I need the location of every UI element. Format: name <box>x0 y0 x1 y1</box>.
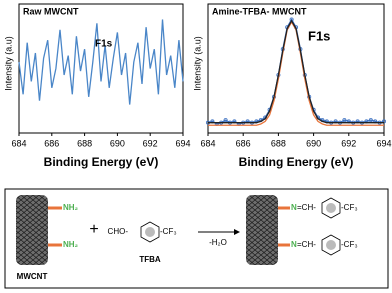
y-axis-label: Intensity (a.u) <box>192 36 202 91</box>
nanotube <box>16 195 48 265</box>
imine-link: =CH- <box>297 240 316 249</box>
scheme-box <box>4 188 389 289</box>
chart: 684 686 688 690 692 694 Binding Energy (eV) Int… <box>3 3 191 169</box>
x-tick-label: 694 <box>376 138 391 148</box>
amine: NH₂ <box>63 240 79 249</box>
arrowhead <box>234 229 240 235</box>
reagent-right: -CF₃ <box>160 227 177 236</box>
x-axis-label: Binding Energy (eV) <box>239 155 354 169</box>
x-tick-label: 684 <box>11 138 26 148</box>
benzene-ring <box>326 203 336 213</box>
x-tick-label: 686 <box>44 138 59 148</box>
benzene-ring <box>145 227 155 237</box>
plus: + <box>89 221 98 238</box>
reagent-label: TFBA <box>139 255 161 264</box>
reagent-left: CHO- <box>108 227 129 236</box>
x-tick-label: 688 <box>77 138 92 148</box>
x-tick-label: 684 <box>200 138 215 148</box>
product-right: -CF₃ <box>341 240 358 249</box>
chart-title: Raw MWCNT <box>23 6 79 16</box>
x-tick-label: 690 <box>110 138 125 148</box>
data-point <box>342 118 347 123</box>
plot-frame <box>18 3 184 134</box>
x-tick-label: 692 <box>341 138 356 148</box>
amine: NH₂ <box>63 203 79 212</box>
scheme: NH₂ NH₂ MWCNT + CHO- -CF₃ TFBA -H₂O N N … <box>4 188 389 289</box>
chart: 684 686 688 690 692 694 Binding Energy (eV) Int… <box>192 3 392 169</box>
arrow-label: -H₂O <box>209 238 227 247</box>
y-axis-label: Intensity (a.u) <box>3 36 13 91</box>
x-tick-label: 686 <box>236 138 251 148</box>
benzene <box>321 234 341 256</box>
benzene <box>140 221 160 243</box>
benzene-ring <box>326 240 336 250</box>
annotation: F1s <box>308 28 330 43</box>
x-tick-label: 692 <box>143 138 158 148</box>
data-point <box>368 118 373 123</box>
chart-title: Amine-TFBA- MWCNT <box>212 6 307 16</box>
imine-n: N <box>291 203 297 212</box>
nanotube <box>246 195 278 265</box>
imine-n: N <box>291 240 297 249</box>
data-point <box>223 118 228 123</box>
x-tick-label: 690 <box>306 138 321 148</box>
benzene <box>321 197 341 219</box>
x-axis-label: Binding Energy (eV) <box>44 155 159 169</box>
plot-frame <box>207 3 385 134</box>
annotation: F1s <box>95 39 113 50</box>
series-line <box>208 20 384 126</box>
imine-link: =CH- <box>297 203 316 212</box>
series-line <box>208 19 384 124</box>
x-tick-label: 688 <box>271 138 286 148</box>
x-tick-label: 694 <box>175 138 190 148</box>
reactant-label: MWCNT <box>17 272 48 281</box>
series-line <box>18 19 184 105</box>
product-right: -CF₃ <box>341 203 358 212</box>
series-line <box>207 18 385 125</box>
